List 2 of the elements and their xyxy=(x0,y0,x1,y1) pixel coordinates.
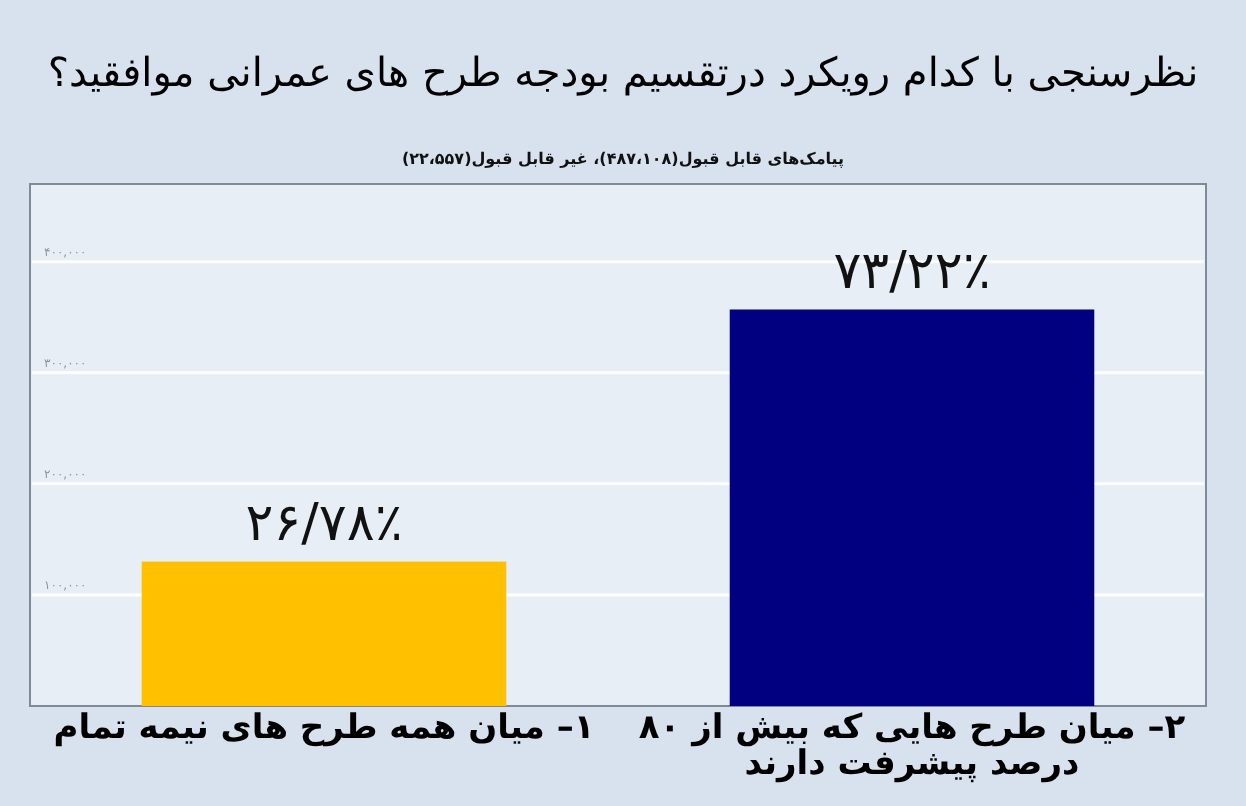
subtitle: پیامک‌های قابل قبول(۴۸۷،۱۰۸)، غیر قابل قبول(۲۲،۵۵۷) xyxy=(399,150,847,168)
title: نظرسنجی با کدام رویکرد درتقسیم بودجه طرح های عمرانی موافقید؟ xyxy=(45,48,1201,96)
